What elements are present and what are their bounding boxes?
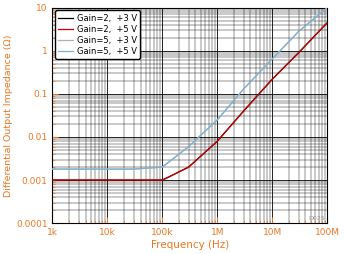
Line: Gain=2,  +5 V: Gain=2, +5 V — [52, 23, 327, 180]
Line: Gain=2,  +3 V: Gain=2, +3 V — [52, 23, 327, 180]
Gain=5,  +5 V — [241, 87, 246, 90]
Gain=5,  +3 V — [325, 6, 330, 9]
Gain=5,  +5 V — [186, 145, 191, 148]
Gain=2,  +5 V — [160, 179, 164, 182]
Gain=2,  +5 V — [186, 166, 191, 169]
Gain=5,  +3 V — [297, 30, 301, 33]
Gain=5,  +5 V — [297, 30, 301, 33]
Gain=2,  +3 V — [241, 109, 246, 113]
Gain=2,  +3 V — [50, 179, 54, 182]
Gain=2,  +3 V — [215, 140, 219, 143]
Gain=5,  +3 V — [215, 118, 219, 121]
Gain=2,  +5 V — [270, 77, 275, 81]
Gain=2,  +3 V — [297, 51, 301, 54]
Gain=5,  +5 V — [50, 168, 54, 171]
Text: D025: D025 — [308, 216, 325, 221]
Gain=5,  +5 V — [131, 168, 136, 171]
Gain=5,  +5 V — [270, 57, 275, 60]
Gain=2,  +3 V — [131, 179, 136, 182]
Gain=5,  +5 V — [105, 168, 109, 171]
Gain=2,  +5 V — [50, 179, 54, 182]
Gain=2,  +5 V — [105, 179, 109, 182]
Gain=5,  +5 V — [215, 118, 219, 121]
X-axis label: Frequency (Hz): Frequency (Hz) — [151, 240, 229, 250]
Gain=5,  +3 V — [270, 57, 275, 60]
Gain=5,  +3 V — [131, 168, 136, 171]
Gain=5,  +3 V — [105, 168, 109, 171]
Y-axis label: Differential Output Impedance (Ω): Differential Output Impedance (Ω) — [4, 34, 13, 197]
Gain=5,  +5 V — [325, 6, 330, 9]
Gain=5,  +5 V — [160, 166, 164, 169]
Legend: Gain=2,  +3 V, Gain=2,  +5 V, Gain=5,  +3 V, Gain=5,  +5 V: Gain=2, +3 V, Gain=2, +5 V, Gain=5, +3 V… — [55, 10, 140, 59]
Gain=2,  +5 V — [131, 179, 136, 182]
Gain=2,  +3 V — [160, 179, 164, 182]
Gain=2,  +3 V — [270, 77, 275, 81]
Gain=5,  +3 V — [50, 168, 54, 171]
Gain=5,  +3 V — [241, 87, 246, 90]
Gain=2,  +5 V — [325, 21, 330, 24]
Gain=2,  +3 V — [325, 21, 330, 24]
Line: Gain=5,  +5 V: Gain=5, +5 V — [52, 8, 327, 169]
Gain=2,  +5 V — [241, 109, 246, 113]
Gain=2,  +5 V — [297, 51, 301, 54]
Line: Gain=5,  +3 V: Gain=5, +3 V — [52, 8, 327, 169]
Gain=2,  +3 V — [105, 179, 109, 182]
Gain=2,  +3 V — [186, 166, 191, 169]
Gain=5,  +3 V — [186, 145, 191, 148]
Gain=2,  +5 V — [215, 140, 219, 143]
Gain=5,  +3 V — [160, 166, 164, 169]
